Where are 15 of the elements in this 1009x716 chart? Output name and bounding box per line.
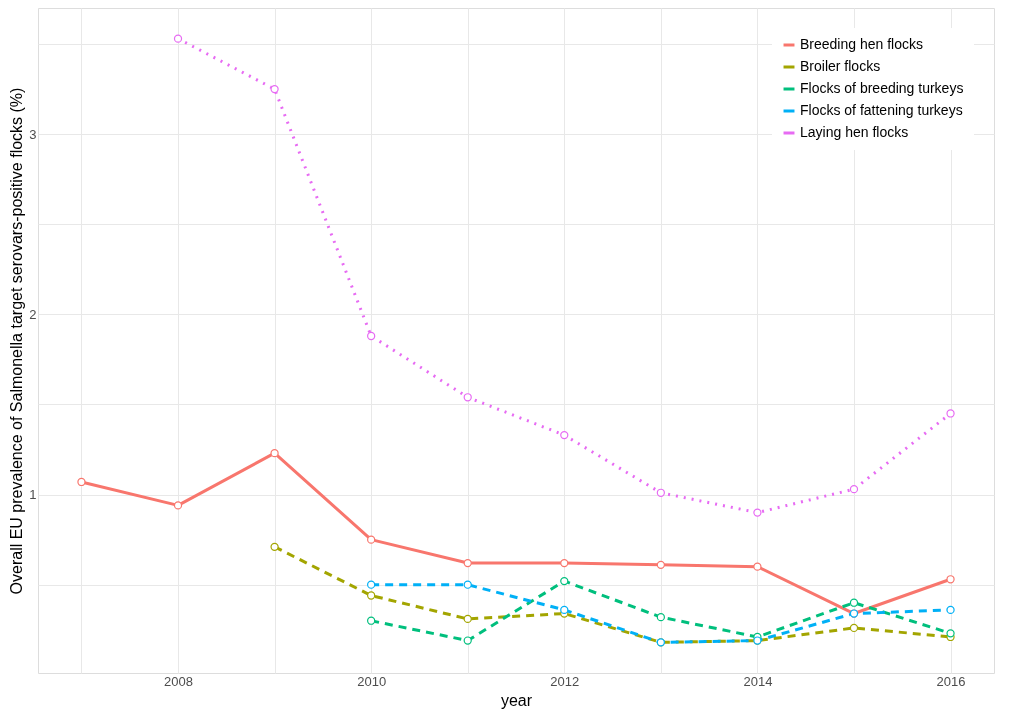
x-tick-label: 2010: [357, 673, 387, 689]
y-tick-label: 3: [29, 126, 37, 142]
y-axis-title: Overall EU prevalence of Salmonella target serovars-positive flocks (%): [8, 87, 26, 595]
legend-label: Broiler flocks: [800, 58, 881, 74]
legend-label: Breeding hen flocks: [800, 36, 923, 52]
x-tick-label: 2012: [550, 673, 580, 689]
x-axis-title: year: [500, 691, 533, 709]
x-tick-label: 2014: [743, 673, 773, 689]
y-tick-label: 1: [29, 487, 37, 503]
x-tick-label: 2008: [164, 673, 193, 689]
legend-label: Flocks of fattening turkeys: [800, 102, 963, 118]
y-tick-label: 2: [29, 306, 37, 322]
legend-label: Flocks of breeding turkeys: [800, 80, 964, 96]
x-tick-label: 2016: [936, 673, 966, 689]
legend-label: Laying hen flocks: [800, 124, 909, 140]
